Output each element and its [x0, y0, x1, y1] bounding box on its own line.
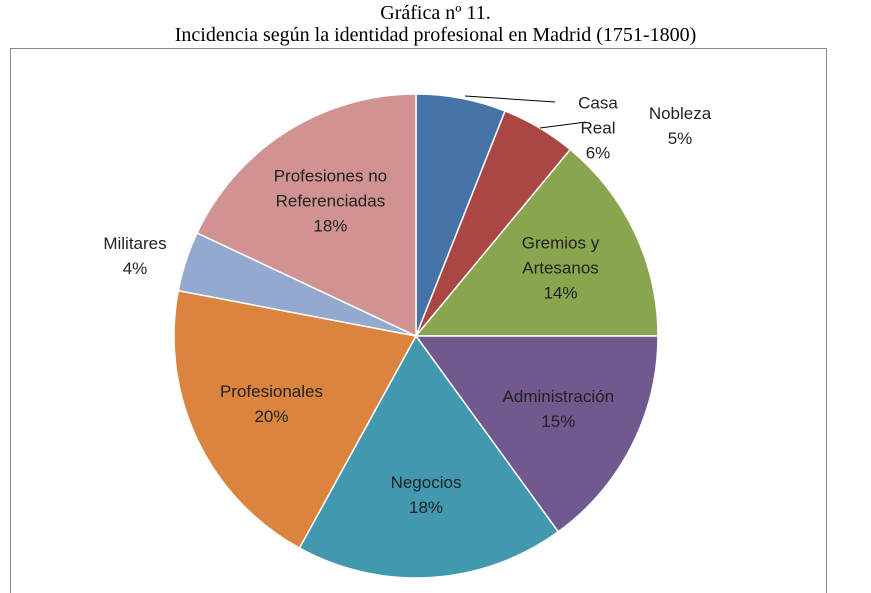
category-label: Administración [502, 386, 615, 406]
category-label: Nobleza [648, 104, 712, 123]
pie-slice [173, 289, 418, 550]
pie-slice [298, 334, 560, 579]
chart-subtitle: Incidencia según la identidad profesiona… [174, 24, 697, 46]
data-label: Profesionales 20% [196, 379, 346, 429]
data-label: Casa Real 6% [568, 91, 628, 166]
value-label: 14% [543, 283, 578, 303]
category-label: Negocios [390, 473, 462, 493]
category-label: Profesiones no Referenciadas [273, 166, 388, 211]
chart-title: Gráfica nº 11. [380, 2, 491, 24]
value-label: 6% [585, 143, 611, 163]
value-label: 15% [541, 411, 576, 431]
chart-frame [10, 48, 827, 593]
category-label: Casa Real [578, 93, 618, 138]
data-label: Profesiones no Referenciadas 18% [255, 164, 405, 239]
category-label: Gremios y Artesanos [521, 233, 600, 278]
value-label: 18% [313, 216, 348, 236]
category-label: Militares [103, 234, 167, 253]
value-label: 20% [254, 407, 289, 426]
data-label: Gremios y Artesanos 14% [486, 230, 636, 305]
value-label: 5% [667, 129, 693, 148]
category-label: Profesionales [219, 382, 323, 401]
data-label: Nobleza 5% [640, 101, 720, 151]
leader-line [464, 95, 556, 103]
pie-slice [196, 93, 417, 338]
pie-slice [414, 148, 659, 337]
data-label: Militares 4% [85, 231, 185, 281]
data-label: Administración 15% [483, 384, 633, 434]
value-label: 18% [409, 498, 444, 518]
pie-slice [414, 335, 659, 533]
leader-line [539, 121, 587, 129]
data-label: Negocios 18% [351, 470, 501, 520]
value-label: 4% [122, 259, 148, 278]
